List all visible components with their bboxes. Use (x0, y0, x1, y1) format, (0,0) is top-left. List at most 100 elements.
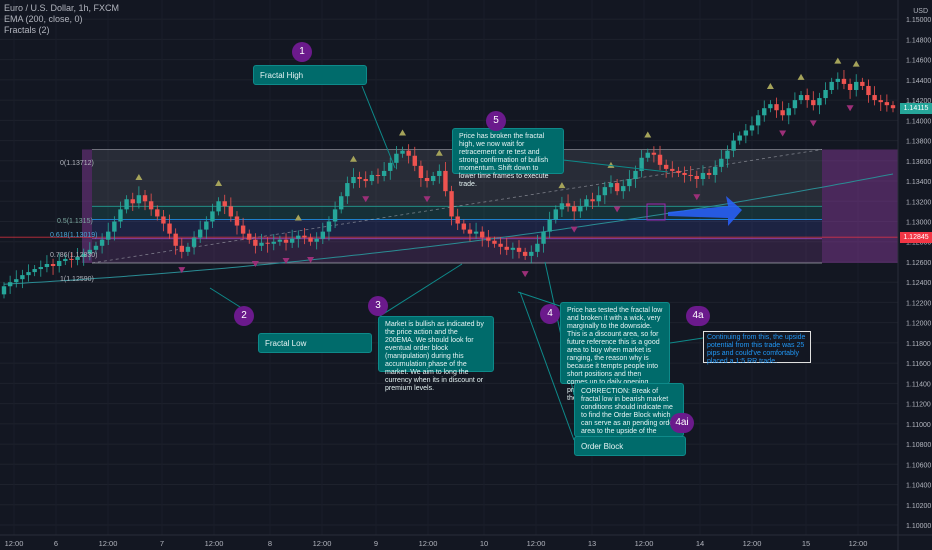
price-tick-label: 1.12200 (906, 300, 931, 307)
candle-body (498, 243, 503, 247)
time-tick-label: 12:00 (313, 539, 332, 548)
candle-body (590, 199, 595, 202)
callout-connector (519, 291, 575, 441)
chart-legend: Euro / U.S. Dollar, 1h, FXCM EMA (200, c… (4, 3, 119, 36)
candle-body (124, 199, 129, 210)
candle-body (437, 170, 442, 176)
fib-level-0.5: 0.5(1.1315) (57, 218, 93, 225)
price-tick-label: 1.12600 (906, 260, 931, 267)
ema-200-path (3, 173, 894, 285)
candle-body (792, 100, 798, 109)
fractal-up-marker (797, 73, 805, 80)
time-tick-label: 12:00 (849, 539, 868, 548)
fib-zone-0.618-0.786 (92, 219, 822, 239)
price-tick-label: 1.15000 (906, 17, 931, 24)
candle-body (161, 216, 166, 224)
candle-body (473, 231, 479, 234)
candle-body (719, 158, 724, 167)
candle-body (688, 174, 693, 176)
candle-body (890, 105, 896, 109)
candle-body (234, 216, 240, 226)
price-tick-label: 1.13200 (906, 199, 931, 206)
callout-fractal-high: Fractal High (253, 65, 367, 85)
candle-body (670, 168, 675, 171)
candle-body (277, 239, 283, 242)
annotation-marker-3: 3 (368, 296, 388, 316)
candle-body (44, 263, 50, 268)
candle-body (516, 247, 522, 252)
candle-body (872, 95, 877, 101)
candle-body (860, 81, 865, 86)
price-tick-label: 1.10600 (906, 462, 931, 469)
fractal-up-marker (558, 182, 566, 189)
fib-level-0.786: 0.786(1.12830) (50, 252, 98, 259)
candle-body (363, 179, 368, 182)
candle-body (639, 157, 644, 171)
price-tick-label: 1.10200 (906, 503, 931, 510)
candle-body (63, 258, 68, 261)
callout-connector (517, 291, 561, 307)
time-tick-label: 12:00 (527, 539, 546, 548)
time-tick-label: 12:00 (743, 539, 762, 548)
price-tick-label: 1.13800 (906, 139, 931, 146)
candle-body (93, 245, 99, 250)
price-tick-label: 1.11000 (906, 422, 931, 429)
candle-body (602, 187, 608, 196)
symbol-title[interactable]: Euro / U.S. Dollar, 1h, FXCM (4, 3, 120, 13)
candle-body (56, 260, 62, 267)
candle-body (811, 100, 816, 106)
candle-body (621, 186, 626, 192)
candle-body (455, 216, 460, 224)
candle-body (314, 238, 319, 242)
candle-body (854, 81, 859, 90)
candle-body (320, 231, 326, 239)
candle-body (357, 176, 362, 180)
fib-level-1: 1(1.12590) (60, 276, 94, 283)
candle-body (418, 165, 424, 179)
candle-body (308, 237, 313, 242)
candle-body (32, 269, 37, 273)
price-tick-label: 1.12400 (906, 280, 931, 287)
candle-body (663, 164, 669, 169)
current-price-tag: 1.14115 (900, 103, 932, 115)
candle-body (424, 178, 430, 182)
candle-body (804, 95, 810, 101)
candlestick-series (1, 69, 896, 299)
candle-body (866, 85, 871, 96)
fib-level-0.618: 0.618(1.13019) (50, 232, 98, 239)
candle-body (296, 235, 301, 239)
candle-body (381, 170, 387, 176)
fractal-down-marker (846, 105, 854, 112)
fractals-indicator-label[interactable]: Fractals (2) (4, 25, 50, 35)
ema-indicator-label[interactable]: EMA (200, close, 0) (4, 14, 83, 24)
candle-body (584, 199, 589, 207)
candle-body (706, 172, 712, 175)
price-tick-label: 1.14200 (906, 98, 931, 105)
annotation-marker-4: 4 (540, 304, 560, 324)
candle-body (780, 110, 785, 116)
candle-body (700, 172, 706, 180)
candle-body (529, 251, 534, 256)
price-tick-label: 1.14000 (906, 118, 931, 125)
price-tick-label: 1.13000 (906, 220, 931, 227)
time-tick-label: 12:00 (99, 539, 118, 548)
chart-grid (0, 18, 898, 526)
candle-body (486, 237, 491, 241)
candle-body (510, 247, 516, 250)
candle-body (326, 221, 332, 232)
candle-body (179, 245, 184, 252)
candle-body (228, 206, 234, 217)
candle-body (1, 286, 7, 295)
candle-body (878, 100, 883, 103)
price-tick-label: 1.14600 (906, 58, 931, 65)
candle-body (657, 154, 663, 165)
candle-body (406, 150, 411, 156)
fractal-up-marker (294, 214, 302, 221)
price-tick-label: 1.11200 (906, 402, 931, 409)
annotation-marker-1: 1 (292, 42, 312, 62)
candle-body (559, 203, 565, 210)
candle-body (535, 243, 540, 252)
candle-body (731, 140, 736, 151)
